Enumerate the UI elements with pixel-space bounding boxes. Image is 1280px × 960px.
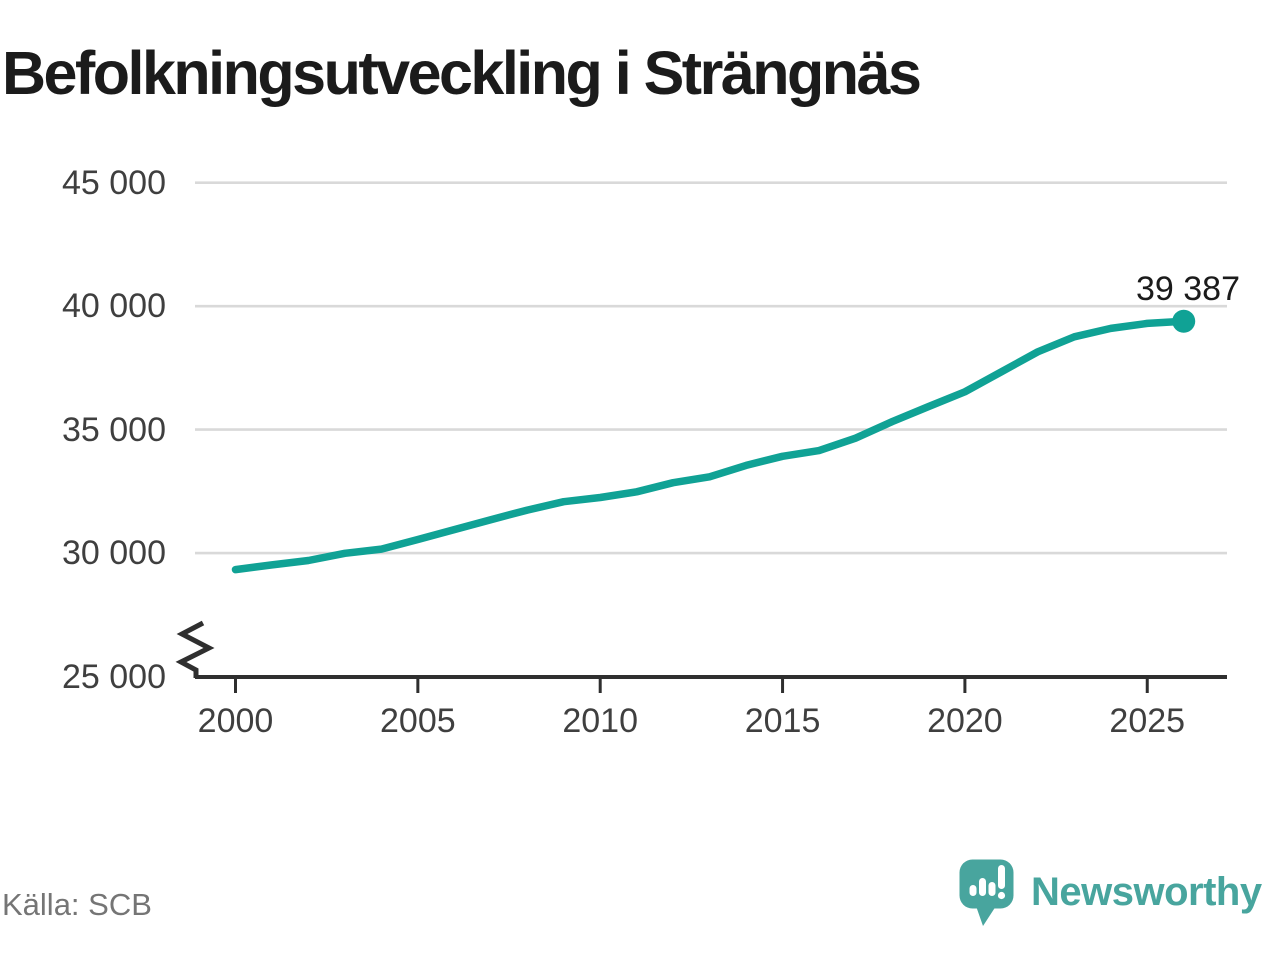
- newsworthy-logo-text: Newsworthy: [1031, 870, 1262, 914]
- x-tick-label-2000: 2000: [197, 702, 274, 740]
- population-line: [231, 317, 1188, 574]
- x-tick-label-2020: 2020: [927, 702, 1003, 740]
- x-tick-label-2025: 2025: [1109, 702, 1186, 740]
- y-tick-label-45000: 45 000: [62, 163, 166, 202]
- y-tick-label-40000: 40 000: [62, 287, 166, 326]
- end-value-label: 39 387: [1136, 270, 1240, 308]
- chart-title: Befolkningsutveckling i Strängnäs: [2, 39, 922, 107]
- x-tick-label-2005: 2005: [380, 702, 456, 740]
- y-tick-label-30000: 30 000: [62, 534, 166, 573]
- y-tick-label-25000: 25 000: [62, 657, 166, 696]
- newsworthy-logo: Newsworthy: [958, 858, 1262, 928]
- x-tick-label-2010: 2010: [562, 702, 638, 740]
- end-point-dot: [1172, 309, 1196, 333]
- newsworthy-logo-icon: [959, 859, 1014, 926]
- y-tick-label-35000: 35 000: [62, 410, 166, 449]
- x-tick-label-2015: 2015: [744, 702, 821, 740]
- y-axis-break-zigzag: [175, 620, 215, 678]
- source-label: Källa: SCB: [2, 887, 152, 922]
